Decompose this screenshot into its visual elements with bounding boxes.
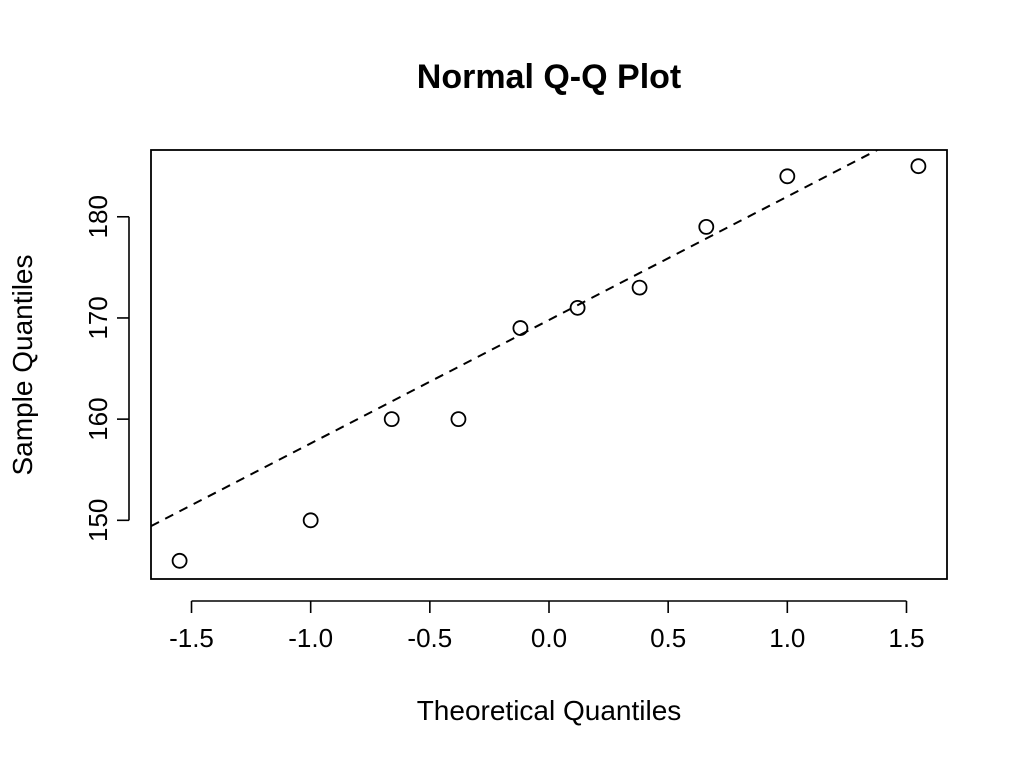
chart-title: Normal Q-Q Plot bbox=[417, 58, 681, 96]
x-axis: -1.5 -1.0 -0.5 0.0 0.5 1.0 1.5 bbox=[169, 600, 925, 653]
data-point bbox=[910, 158, 927, 175]
y-tick-label: 170 bbox=[83, 296, 113, 339]
y-tick-label: 150 bbox=[83, 499, 113, 542]
reference-line-layer bbox=[151, 150, 880, 528]
x-tick-label: -0.5 bbox=[407, 623, 452, 653]
x-tick-label: -1.0 bbox=[288, 623, 333, 653]
x-tick-label: 0.0 bbox=[531, 623, 567, 653]
data-point bbox=[171, 552, 188, 569]
data-point bbox=[450, 411, 467, 428]
x-tick-label: 1.0 bbox=[769, 623, 805, 653]
data-point bbox=[698, 218, 715, 235]
data-point bbox=[569, 299, 586, 316]
reference-line bbox=[151, 150, 880, 528]
y-axis: 150 160 170 180 bbox=[83, 195, 130, 542]
y-tick-label: 180 bbox=[83, 195, 113, 238]
x-tick-label: -1.5 bbox=[169, 623, 214, 653]
x-tick-label: 0.5 bbox=[650, 623, 686, 653]
data-point bbox=[779, 168, 796, 185]
plot-frame bbox=[150, 149, 948, 580]
y-tick-label: 160 bbox=[83, 397, 113, 440]
data-point bbox=[383, 411, 400, 428]
y-axis-label: Sample Quantiles bbox=[7, 254, 38, 475]
data-point bbox=[631, 279, 648, 296]
x-axis-label: Theoretical Quantiles bbox=[417, 695, 682, 726]
data-points-layer bbox=[171, 158, 927, 569]
data-point bbox=[512, 320, 529, 336]
data-point bbox=[302, 512, 319, 529]
x-tick-label: 1.5 bbox=[888, 623, 924, 653]
